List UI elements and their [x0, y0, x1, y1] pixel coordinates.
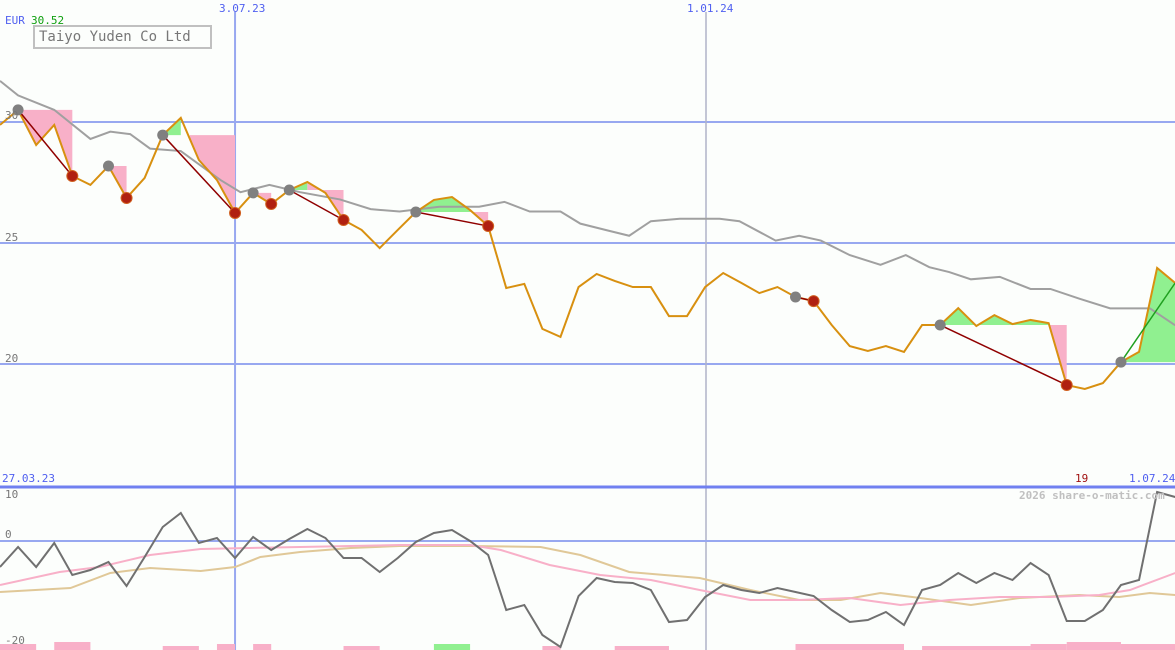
y-tick-label: 30 [5, 109, 19, 122]
swing-low-marker [1060, 379, 1073, 392]
osc-y-tick-label: 10 [5, 488, 19, 501]
swing-low-marker [807, 295, 820, 308]
swing-high-marker [247, 187, 259, 199]
swing-high-marker [410, 206, 422, 218]
volume-bar [614, 646, 669, 650]
trend-line-down [415, 211, 489, 227]
volume-bar [542, 646, 561, 650]
swing-low-marker [265, 198, 278, 211]
swing-high-marker [102, 160, 114, 172]
volume-bar [1120, 644, 1175, 650]
swing-high-marker [283, 184, 295, 196]
trend-line-down [939, 324, 1068, 386]
volume-bar [1066, 642, 1121, 650]
volume-bar [433, 644, 471, 650]
x-tick-label: 3.07.23 [219, 2, 266, 15]
volume-bar [0, 644, 37, 650]
volume-bar [1030, 644, 1067, 650]
last-price-label: 30.52 [31, 14, 65, 27]
swing-low-marker [482, 220, 495, 233]
price-line [0, 108, 1175, 390]
moving-average-line [0, 80, 1175, 327]
low-value-label: 19 [1075, 472, 1089, 485]
fast-signal-line [0, 544, 1175, 607]
trend-line-down [288, 189, 344, 221]
swing-low-marker [66, 169, 79, 182]
oscillator-line [0, 490, 1175, 649]
start-date-label: 27.03.23 [2, 472, 55, 485]
watermark: 2026 share-o-matic.com [1019, 489, 1165, 502]
trend-line-down [17, 109, 73, 177]
volume-bar [343, 646, 380, 650]
slow-signal-line [0, 545, 1175, 607]
volume-bar [795, 644, 904, 650]
swing-low-marker [120, 191, 133, 204]
swing-high-marker [790, 291, 802, 303]
swing-low-marker [229, 206, 242, 219]
volume-bar [253, 644, 272, 650]
osc-y-tick-label: -20 [5, 634, 25, 647]
swing-high-marker [12, 104, 24, 116]
y-tick-label: 25 [5, 231, 19, 244]
chart-title: Taiyo Yuden Co Ltd [33, 25, 212, 49]
swing-high-marker [934, 319, 946, 331]
swing-high-marker [1115, 356, 1127, 368]
volume-bar [216, 644, 236, 650]
signal-zone-down [307, 182, 344, 221]
osc-y-tick-label: 0 [5, 528, 12, 541]
x-tick-label: 1.01.24 [687, 2, 734, 15]
volume-bar [162, 646, 199, 650]
volume-bar [54, 642, 91, 650]
trend-line-down [162, 134, 236, 214]
volume-bar [922, 646, 1031, 650]
trend-line-up [1120, 282, 1175, 363]
swing-high-marker [157, 129, 169, 141]
currency-label: EUR [5, 14, 25, 27]
end-date-label: 1.07.24 [1129, 472, 1175, 485]
signal-zone-up [940, 308, 1049, 327]
y-tick-label: 20 [5, 352, 19, 365]
swing-low-marker [337, 214, 350, 227]
